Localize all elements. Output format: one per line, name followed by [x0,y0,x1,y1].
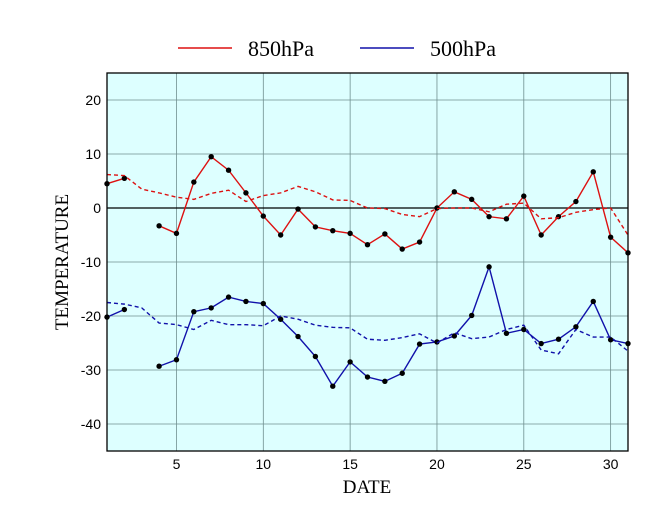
data-point [590,298,596,305]
data-point [555,336,562,342]
data-point [590,169,596,175]
data-point [277,232,284,238]
data-point [521,326,527,333]
plot-frame [106,72,629,452]
data-point [347,359,353,365]
data-point [312,353,319,360]
data-point [469,312,475,319]
y-tick-label: -30 [81,362,101,378]
legend-label-500hpa: 500hPa [430,36,496,61]
series-line [106,264,629,388]
data-point [538,340,544,347]
data-point [607,337,614,343]
data-point [416,341,423,347]
series-line [106,301,629,355]
ticks: 5 10 15 20 25 30 20 10 0 -10 -20 -30 -40 [81,92,619,472]
series-1 [106,173,629,236]
data-point [295,333,301,340]
data-point [486,264,492,270]
y-tick-label: -10 [81,254,101,270]
data-point [260,213,266,219]
data-point [364,374,371,380]
data-point [469,196,475,203]
data-point [330,383,336,389]
data-point [225,167,232,173]
data-point [503,216,510,222]
data-point [191,179,197,185]
data-point [173,230,180,237]
data-point [173,357,180,363]
data-point [486,213,492,220]
data-point [538,232,544,238]
y-tick-label: 20 [85,92,101,108]
data-point [573,324,579,330]
x-tick-label: 30 [603,456,619,472]
data-point [191,308,197,315]
data-point [382,378,388,385]
data-point [208,154,214,160]
data-point [521,193,527,199]
data-point [434,205,440,211]
data-point [225,294,232,300]
series-line [106,173,629,236]
data-point [277,316,284,322]
data-point [607,234,614,240]
series-2 [104,264,631,389]
series-group [104,154,631,389]
legend-label-850hpa: 850hPa [248,36,314,61]
grid [107,73,628,451]
x-tick-label: 15 [342,456,358,472]
x-tick-label: 25 [516,456,532,472]
data-point [121,306,128,313]
x-tick-label: 10 [256,456,272,472]
data-point [243,298,249,305]
data-point [399,370,405,376]
data-point [208,305,214,311]
data-point [503,330,510,336]
data-point [243,190,249,196]
series-line [106,155,629,254]
data-point [347,230,353,237]
data-point [156,363,162,369]
x-axis-title: DATE [343,477,392,498]
x-tick-label: 5 [173,456,181,472]
data-point [573,198,579,205]
y-tick-label: 0 [93,200,101,216]
y-tick-label: 10 [85,146,101,162]
legend: 850hPa 500hPa [178,36,496,61]
data-point [451,189,458,195]
data-point [330,227,336,234]
data-point [382,231,388,237]
series-3 [106,301,629,355]
data-point [121,175,128,181]
y-tick-label: -20 [81,308,101,324]
data-point [156,223,162,229]
y-axis-title: TEMPERATURE [52,194,73,330]
data-point [416,239,423,245]
data-point [451,333,458,339]
x-tick-label: 20 [429,456,445,472]
data-point [364,242,371,248]
series-0 [104,154,631,256]
data-point [295,206,301,212]
data-point [399,246,405,252]
y-tick-label: -40 [81,416,101,432]
data-point [260,300,266,307]
data-point [434,339,440,345]
data-point [312,224,319,230]
